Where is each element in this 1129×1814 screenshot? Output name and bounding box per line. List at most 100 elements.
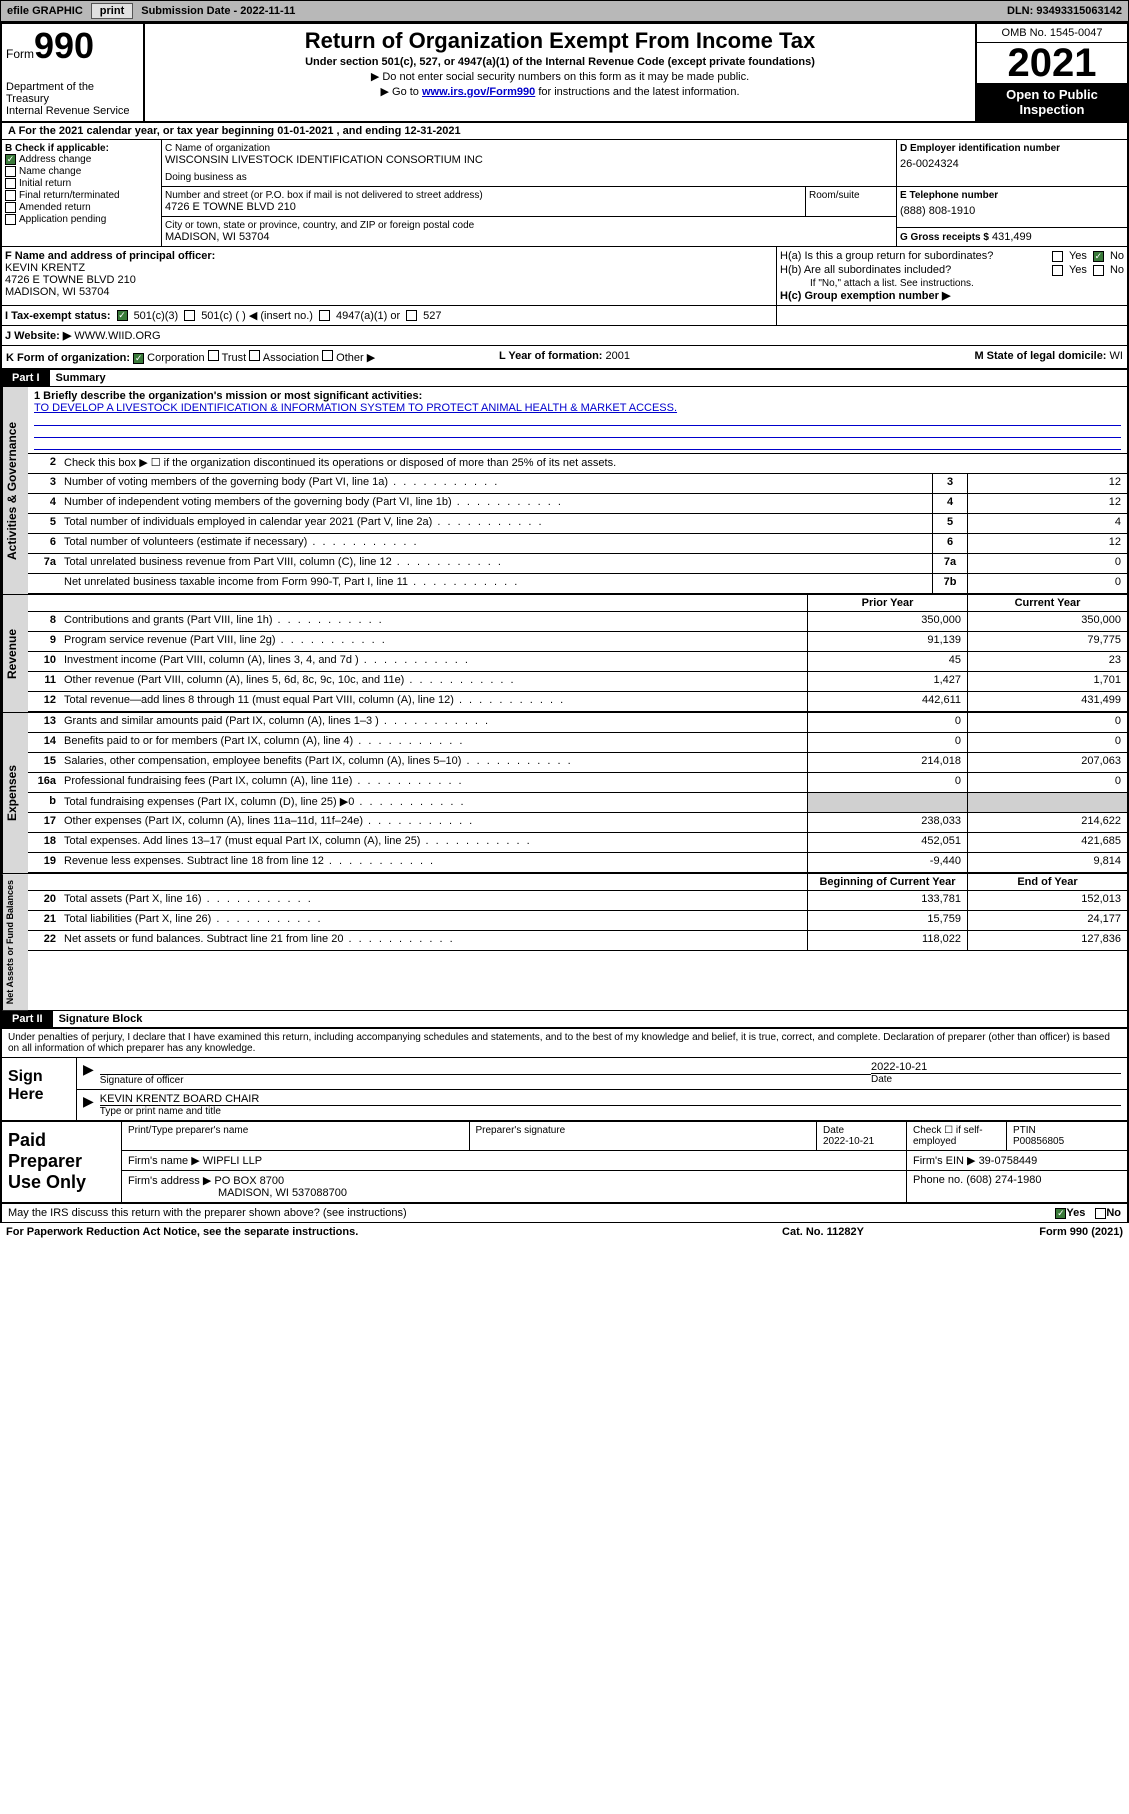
gross-receipts-cell: G Gross receipts $ 431,499	[897, 228, 1127, 246]
line-num: 12	[28, 692, 60, 711]
checkbox-icon[interactable]	[406, 310, 417, 321]
checkbox-icon[interactable]	[1055, 1208, 1066, 1219]
data-line: 20Total assets (Part X, line 16)133,7811…	[28, 891, 1127, 911]
chk-final-return[interactable]: Final return/terminated	[5, 190, 158, 201]
net-assets-rows: Beginning of Current Year End of Year 20…	[28, 874, 1127, 1010]
line-num: 5	[28, 514, 60, 533]
line-num: 22	[28, 931, 60, 950]
col-cd: C Name of organization WISCONSIN LIVESTO…	[162, 140, 1127, 246]
firm-address: Firm's address ▶ PO BOX 8700 MADISON, WI…	[122, 1171, 907, 1202]
line-desc: Revenue less expenses. Subtract line 18 …	[60, 853, 807, 872]
current-year-value: 0	[967, 733, 1127, 752]
checkbox-icon[interactable]	[1095, 1208, 1106, 1219]
hb-no: No	[1110, 264, 1124, 276]
checkbox-icon[interactable]	[133, 353, 144, 364]
line-desc: Total revenue—add lines 8 through 11 (mu…	[60, 692, 807, 711]
line-value: 12	[967, 474, 1127, 493]
checkbox-icon[interactable]	[184, 310, 195, 321]
preparer-fields: Print/Type preparer's name Preparer's si…	[122, 1122, 1127, 1202]
line-num: 19	[28, 853, 60, 872]
efile-top-bar: efile GRAPHIC print Submission Date - 20…	[0, 0, 1129, 22]
line-num: 18	[28, 833, 60, 852]
chk-name-change[interactable]: Name change	[5, 166, 158, 177]
data-line: 12Total revenue—add lines 8 through 11 (…	[28, 692, 1127, 712]
officer-signature[interactable]: Signature of officer	[100, 1061, 871, 1086]
city-label: City or town, state or province, country…	[165, 220, 893, 231]
print-button[interactable]: print	[91, 3, 133, 19]
room-cell: Room/suite	[806, 187, 896, 216]
chk-initial-return[interactable]: Initial return	[5, 178, 158, 189]
f-label: F Name and address of principal officer:	[5, 250, 773, 262]
form-note1: ▶ Do not enter social security numbers o…	[153, 70, 967, 83]
checkbox-icon[interactable]	[208, 350, 219, 361]
checkbox-icon	[5, 190, 16, 201]
i-501c3: 501(c)(3)	[134, 310, 179, 322]
row-a-tax-year: A For the 2021 calendar year, or tax yea…	[0, 123, 1129, 140]
checkbox-icon[interactable]	[1052, 251, 1063, 262]
mission-rule	[34, 438, 1121, 450]
irs-link[interactable]: www.irs.gov/Form990	[422, 86, 535, 98]
part-i-badge: Part I	[2, 370, 50, 386]
chk-address-change[interactable]: Address change	[5, 154, 158, 165]
checkbox-icon[interactable]	[1093, 265, 1104, 276]
k-form-org: K Form of organization: Corporation Trus…	[6, 350, 378, 364]
line-desc: Check this box ▶ ☐ if the organization d…	[60, 454, 1127, 473]
expenses-rows: 13Grants and similar amounts paid (Part …	[28, 713, 1127, 873]
prep-sig-label: Preparer's signature	[470, 1122, 818, 1150]
current-year-value: 1,701	[967, 672, 1127, 691]
mission-text: TO DEVELOP A LIVESTOCK IDENTIFICATION & …	[34, 402, 1121, 414]
current-year-value: 152,013	[967, 891, 1127, 910]
l-year: L Year of formation: 2001	[378, 350, 750, 364]
prep-date-label: Date	[823, 1125, 900, 1136]
checkbox-icon[interactable]	[322, 350, 333, 361]
gov-line: Net unrelated business taxable income fr…	[28, 574, 1127, 594]
discuss-no: No	[1106, 1207, 1121, 1219]
line-desc: Salaries, other compensation, employee b…	[60, 753, 807, 772]
sign-fields: ▶ Signature of officer 2022-10-21 Date ▶…	[77, 1058, 1127, 1120]
form-word: Form	[6, 47, 34, 61]
part-i-header: Part I Summary	[0, 370, 1129, 387]
paperwork-notice: For Paperwork Reduction Act Notice, see …	[6, 1226, 723, 1238]
checkbox-icon[interactable]	[249, 350, 260, 361]
line-desc: Grants and similar amounts paid (Part IX…	[60, 713, 807, 732]
tax-exempt-status: I Tax-exempt status: 501(c)(3) 501(c) ( …	[2, 306, 777, 325]
line-num: 15	[28, 753, 60, 772]
chk-amended-return[interactable]: Amended return	[5, 202, 158, 213]
line-num: 17	[28, 813, 60, 832]
gross-label: G Gross receipts $	[900, 232, 989, 243]
checkbox-icon[interactable]	[1093, 251, 1104, 262]
line-value: 0	[967, 554, 1127, 573]
prior-year-value: 442,611	[807, 692, 967, 711]
ptin-value: P00856805	[1013, 1136, 1121, 1147]
chk-application-pending[interactable]: Application pending	[5, 214, 158, 225]
current-year-value: 207,063	[967, 753, 1127, 772]
line-num	[28, 574, 60, 593]
checkbox-icon[interactable]	[117, 310, 128, 321]
firm-ein: Firm's EIN ▶ 39-0758449	[907, 1151, 1127, 1170]
line-num: 6	[28, 534, 60, 553]
data-line: bTotal fundraising expenses (Part IX, co…	[28, 793, 1127, 813]
sig-label: Signature of officer	[100, 1075, 871, 1086]
hc-row: H(c) Group exemption number ▶	[780, 289, 1124, 302]
current-year-value: 24,177	[967, 911, 1127, 930]
line-num: 8	[28, 612, 60, 631]
checkbox-icon[interactable]	[1052, 265, 1063, 276]
line-desc: Professional fundraising fees (Part IX, …	[60, 773, 807, 792]
checkbox-icon[interactable]	[319, 310, 330, 321]
subdate-value: 2022-11-11	[240, 5, 295, 17]
m-label: M State of legal domicile:	[974, 350, 1109, 362]
irs-discuss-question: May the IRS discuss this return with the…	[8, 1207, 1055, 1219]
discuss-yes: Yes	[1066, 1207, 1085, 1219]
mission-row: 1 Briefly describe the organization's mi…	[28, 387, 1127, 454]
data-line: 15Salaries, other compensation, employee…	[28, 753, 1127, 773]
row-i: I Tax-exempt status: 501(c)(3) 501(c) ( …	[0, 306, 1129, 326]
group-return: H(a) Is this a group return for subordin…	[777, 247, 1127, 305]
prior-year-value: 1,427	[807, 672, 967, 691]
note2-post: for instructions and the latest informat…	[535, 86, 739, 98]
line-desc: Total expenses. Add lines 13–17 (must eq…	[60, 833, 807, 852]
data-line: 13Grants and similar amounts paid (Part …	[28, 713, 1127, 733]
line-box: 5	[932, 514, 967, 533]
prior-year-value: 45	[807, 652, 967, 671]
current-year-value: 214,622	[967, 813, 1127, 832]
form-meta-box: OMB No. 1545-0047 2021 Open to Public In…	[977, 24, 1127, 121]
